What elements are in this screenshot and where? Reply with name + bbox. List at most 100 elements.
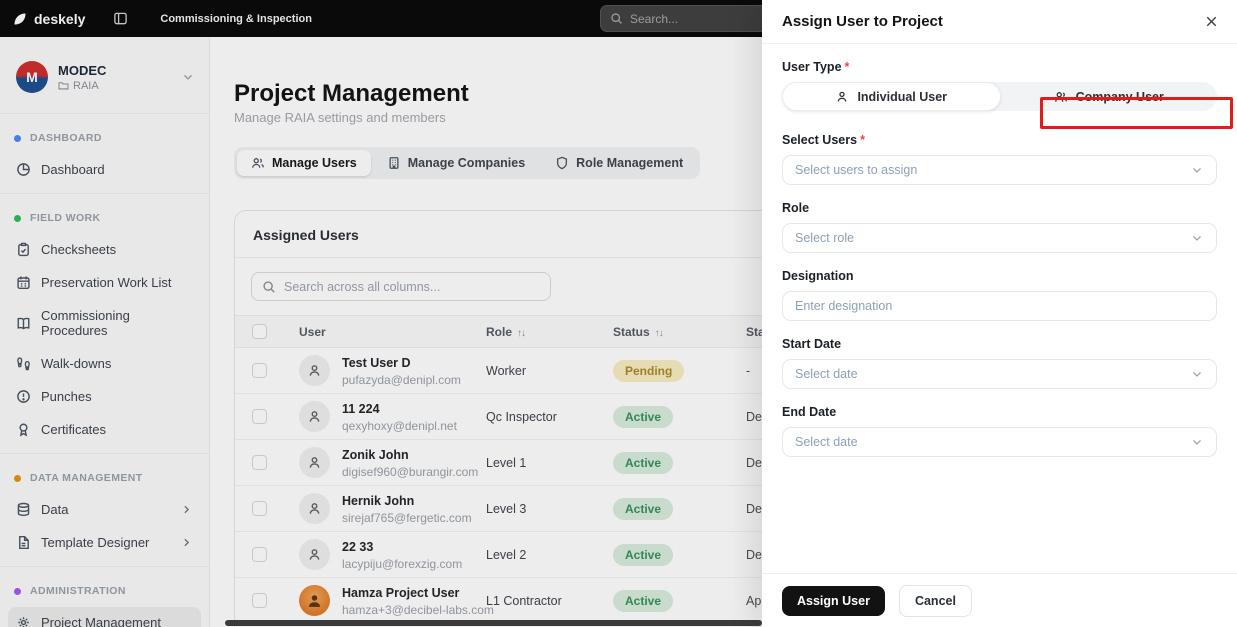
- status-badge: Active: [613, 589, 674, 612]
- user-avatar-icon: [299, 401, 330, 432]
- section-data-management: DATA MANAGEMENT: [8, 464, 201, 494]
- user-name: Hernik John: [342, 494, 415, 508]
- deskely-leaf-icon: [12, 11, 28, 27]
- user-name: Hamza Project User: [342, 586, 460, 600]
- row-checkbox[interactable]: [252, 363, 267, 378]
- required-asterisk: *: [844, 60, 850, 74]
- global-search-input[interactable]: Search...: [600, 5, 775, 32]
- table-row[interactable]: Zonik John digisef960@burangir.com Level …: [235, 439, 789, 486]
- assign-user-drawer: Assign User to Project User Type * Indivi…: [762, 0, 1237, 627]
- section-administration: ADMINISTRATION: [8, 577, 201, 607]
- sort-icon[interactable]: [517, 328, 525, 339]
- table-row[interactable]: Hamza Project User hamza+3@decibel-labs.c…: [235, 577, 789, 624]
- col-role[interactable]: Role: [486, 324, 513, 339]
- row-checkbox[interactable]: [252, 501, 267, 516]
- sidebar-item-preservation-work-list[interactable]: Preservation Work List: [8, 267, 201, 298]
- designation-input[interactable]: Enter designation: [782, 291, 1217, 321]
- search-icon: [610, 12, 623, 25]
- status-badge: Active: [613, 405, 674, 428]
- select-users-dropdown[interactable]: Select users to assign: [782, 155, 1217, 185]
- sidebar-item-project-management[interactable]: Project Management: [8, 607, 201, 627]
- brand-name: deskely: [34, 10, 86, 27]
- close-icon[interactable]: [1204, 14, 1219, 29]
- row-checkbox[interactable]: [252, 409, 267, 424]
- page-title: Project Management: [234, 80, 469, 107]
- table-row[interactable]: Test User D pufazyda@denipl.com Worker Pe…: [235, 347, 789, 394]
- user-avatar-icon: [299, 493, 330, 524]
- user-name: Zonik John: [342, 448, 409, 462]
- sidebar-item-punches[interactable]: Punches: [8, 381, 201, 412]
- drawer-title: Assign User to Project: [782, 13, 943, 30]
- user-role: Level 2: [486, 547, 527, 562]
- assigned-users-card: Assigned Users Search across all columns…: [234, 210, 790, 627]
- end-date-picker[interactable]: Select date: [782, 427, 1217, 457]
- blue-dot-icon: [14, 134, 21, 142]
- chevron-down-icon: [1190, 163, 1204, 177]
- start-date-label: Start Date: [782, 337, 842, 351]
- table-row[interactable]: 22 33 lacypiju@forexzig.com Level 2 Activ…: [235, 531, 789, 578]
- tab-manage-users[interactable]: Manage Users: [237, 150, 371, 176]
- status-badge: Active: [613, 451, 674, 474]
- role-dropdown[interactable]: Select role: [782, 223, 1217, 253]
- user-email: pufazyda@denipl.com: [342, 373, 461, 387]
- company-user-option[interactable]: Company User: [1001, 82, 1218, 111]
- user-email: sirejaf765@fergetic.com: [342, 511, 472, 525]
- status-badge: Active: [613, 543, 674, 566]
- row-checkbox[interactable]: [252, 593, 267, 608]
- end-date-label: End Date: [782, 405, 837, 419]
- tab-manage-companies[interactable]: Manage Companies: [373, 150, 539, 176]
- sidebar-item-data[interactable]: Data: [8, 494, 201, 525]
- orange-dot-icon: [14, 474, 21, 482]
- chevron-down-icon: [1190, 435, 1204, 449]
- status-badge: Active: [613, 497, 674, 520]
- status-badge: Pending: [613, 359, 685, 382]
- assign-user-button[interactable]: Assign User: [782, 585, 885, 616]
- user-role: L1 Contractor: [486, 593, 562, 608]
- sidebar-item-walk-downs[interactable]: Walk-downs: [8, 348, 201, 379]
- user-avatar-icon: [299, 355, 330, 386]
- brand-logo[interactable]: deskely: [12, 11, 85, 27]
- horizontal-scrollbar[interactable]: [225, 620, 762, 626]
- user-email: qexyhoxy@denipl.net: [342, 419, 457, 433]
- select-all-checkbox[interactable]: [252, 324, 267, 339]
- org-switcher[interactable]: M MODEC RAIA: [0, 37, 209, 114]
- individual-user-option[interactable]: Individual User: [782, 82, 1001, 111]
- user-avatar-icon: [299, 539, 330, 570]
- person-icon: [835, 90, 849, 104]
- start-date-picker[interactable]: Select date: [782, 359, 1217, 389]
- col-user[interactable]: User: [299, 324, 326, 339]
- start-date: Apr: [746, 593, 766, 608]
- clipboard-check-icon: [16, 242, 31, 257]
- tab-role-management[interactable]: Role Management: [541, 150, 697, 176]
- section-dashboard: DASHBOARD: [8, 124, 201, 154]
- row-checkbox[interactable]: [252, 455, 267, 470]
- table-row[interactable]: Hernik John sirejaf765@fergetic.com Level…: [235, 485, 789, 532]
- designation-label: Designation: [782, 269, 854, 283]
- page-subtitle: Manage RAIA settings and members: [234, 110, 446, 125]
- table-search-input[interactable]: Search across all columns...: [251, 272, 551, 301]
- row-checkbox[interactable]: [252, 547, 267, 562]
- sidebar-item-commissioning-procedures[interactable]: Commissioning Procedures: [8, 300, 201, 346]
- sidebar-toggle-icon[interactable]: [113, 11, 128, 26]
- footprints-icon: [16, 356, 31, 371]
- sidebar-item-dashboard[interactable]: Dashboard: [8, 154, 201, 185]
- cancel-button[interactable]: Cancel: [898, 584, 972, 617]
- user-email: lacypiju@forexzig.com: [342, 557, 463, 571]
- sidebar-item-template-designer[interactable]: Template Designer: [8, 527, 201, 558]
- app-title: Commissioning & Inspection: [160, 12, 312, 25]
- col-status[interactable]: Status: [613, 324, 650, 339]
- sidebar-item-certificates[interactable]: Certificates: [8, 414, 201, 445]
- sort-icon[interactable]: [655, 328, 663, 339]
- table-row[interactable]: 11 224 qexyhoxy@denipl.net Qc Inspector A…: [235, 393, 789, 440]
- dashboard-icon: [16, 162, 31, 177]
- user-role: Level 1: [486, 455, 527, 470]
- users-icon: [1054, 90, 1068, 104]
- user-role: Qc Inspector: [486, 409, 557, 424]
- user-type-segmented-control: Individual User Company User: [782, 82, 1217, 111]
- user-name: Test User D: [342, 356, 411, 370]
- shield-icon: [555, 156, 569, 170]
- green-dot-icon: [14, 214, 21, 222]
- sidebar-item-checksheets[interactable]: Checksheets: [8, 234, 201, 265]
- chevron-right-icon: [180, 503, 193, 516]
